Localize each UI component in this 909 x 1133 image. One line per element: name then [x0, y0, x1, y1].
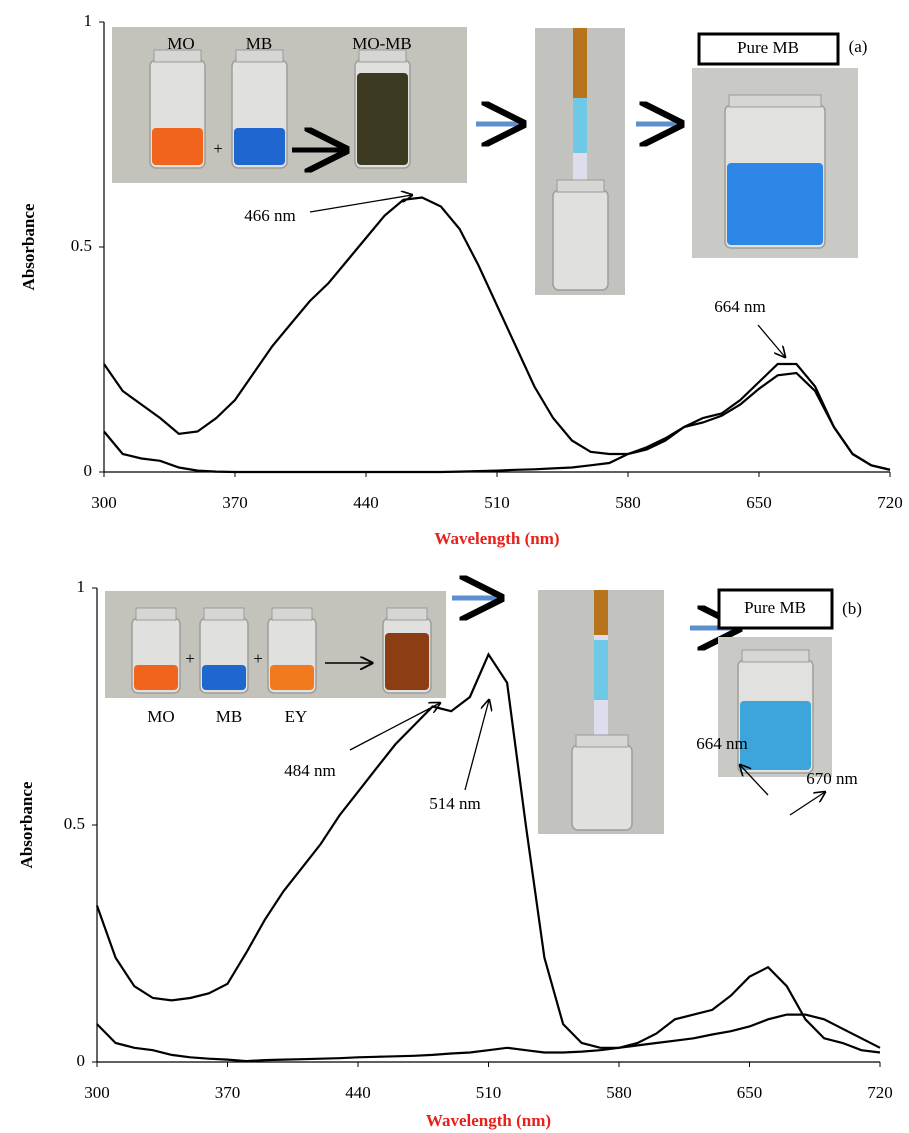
vial-cap: [386, 607, 428, 621]
inset-label: MB: [216, 707, 242, 726]
annotation-arrow: [349, 703, 440, 751]
x-tick-label: 440: [345, 1083, 371, 1102]
x-tick-label: 300: [91, 493, 117, 512]
inset-label: Pure MB: [744, 598, 806, 617]
x-tick-label: 580: [606, 1083, 632, 1102]
vial: [571, 744, 633, 831]
inset-label: Pure MB: [737, 38, 799, 57]
vial-liquid: [234, 128, 285, 165]
inset-label: MO: [167, 34, 194, 53]
label-box: [717, 588, 834, 630]
vial-liquid: [202, 665, 246, 690]
y-axis-title: Absorbance: [19, 203, 38, 290]
y-tick-label: 1: [84, 11, 93, 30]
vial-liquid: [134, 665, 178, 690]
annotation-arrow: [789, 792, 825, 816]
y-tick-label: 0.5: [71, 236, 92, 255]
annotation: 664 nm: [714, 297, 765, 316]
vial-cap: [235, 49, 284, 63]
vial-cap: [556, 179, 605, 193]
label-box: [697, 32, 840, 66]
annotation-arrow: [464, 700, 489, 791]
annotation-arrow: [757, 324, 785, 357]
vial-cap: [575, 734, 629, 748]
x-tick-label: 370: [222, 493, 248, 512]
column-blue: [573, 98, 587, 153]
data-line: [95, 652, 881, 1054]
annotation: 664 nm: [696, 734, 747, 753]
plus: +: [185, 649, 195, 668]
vial-liquid: [357, 73, 408, 165]
annotation: 514 nm: [429, 794, 480, 813]
annotation-arrow: [309, 195, 412, 213]
x-axis-title: Wavelength (nm): [434, 529, 559, 548]
x-tick-label: 650: [746, 493, 772, 512]
y-tick-label: 0.5: [64, 814, 85, 833]
vial-liquid: [385, 633, 429, 690]
annotation-arrow: [740, 765, 769, 796]
annotation: 670 nm: [806, 769, 857, 788]
data-line: [103, 196, 891, 471]
inset-label: EY: [285, 707, 308, 726]
inset-label: MO: [147, 707, 174, 726]
column-blue: [594, 640, 608, 700]
vial-cap: [203, 607, 245, 621]
plus: +: [253, 649, 263, 668]
annotation: 484 nm: [284, 761, 335, 780]
x-tick-label: 300: [84, 1083, 110, 1102]
x-tick-label: 440: [353, 493, 379, 512]
y-tick-label: 0: [77, 1051, 86, 1070]
x-axis-title: Wavelength (nm): [426, 1111, 551, 1130]
panel-label: (b): [842, 599, 862, 618]
inset-label: MO-MB: [352, 34, 412, 53]
vial-liquid: [727, 163, 823, 245]
annotation: 466 nm: [244, 206, 295, 225]
x-tick-label: 580: [615, 493, 641, 512]
column-orange: [594, 590, 608, 635]
vial-cap: [135, 607, 177, 621]
vial: [552, 189, 609, 291]
vial-liquid: [152, 128, 203, 165]
x-tick-label: 650: [737, 1083, 763, 1102]
x-tick-label: 510: [476, 1083, 502, 1102]
plus: +: [213, 139, 223, 158]
vial-cap: [741, 649, 810, 663]
x-tick-label: 720: [877, 493, 903, 512]
data-line: [103, 371, 891, 474]
y-tick-label: 0: [84, 461, 93, 480]
vial-cap: [728, 94, 822, 108]
vial-liquid: [270, 665, 314, 690]
x-tick-label: 370: [215, 1083, 241, 1102]
x-tick-label: 720: [867, 1083, 893, 1102]
vial-cap: [358, 49, 407, 63]
y-axis-title: Absorbance: [17, 781, 36, 868]
panel-label: (a): [849, 37, 868, 56]
y-tick-label: 1: [77, 577, 86, 596]
vial-liquid: [740, 701, 811, 770]
vial-cap: [271, 607, 313, 621]
vial-cap: [153, 49, 202, 63]
data-line: [96, 1013, 881, 1063]
x-tick-label: 510: [484, 493, 510, 512]
column-orange: [573, 28, 587, 98]
inset-label: MB: [246, 34, 272, 53]
